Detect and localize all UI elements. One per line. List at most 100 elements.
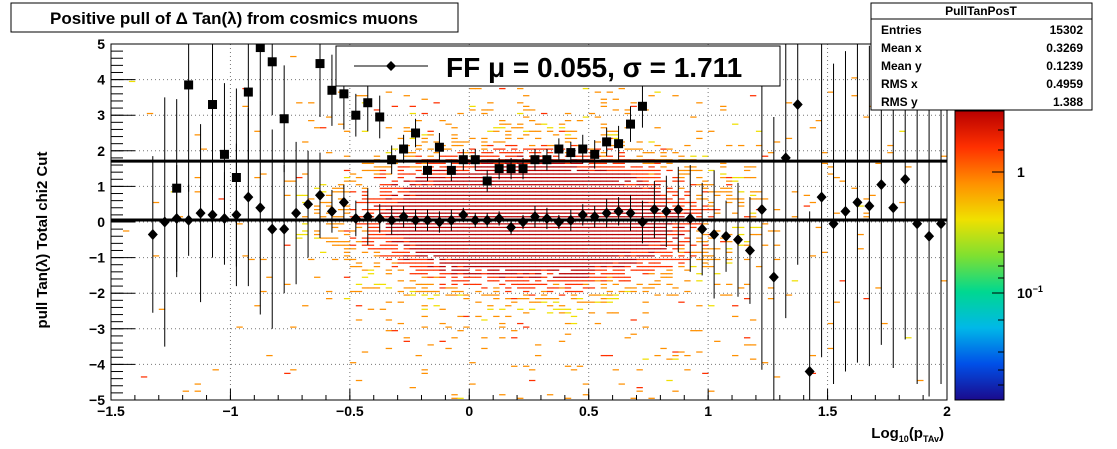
heatmap-cell [343, 241, 351, 243]
heatmap-cell [582, 262, 590, 264]
heatmap-cell [624, 148, 631, 150]
heatmap-cell [570, 255, 578, 257]
heatmap-cell [636, 212, 643, 214]
heatmap-cell [409, 166, 416, 168]
heatmap-cell [451, 205, 458, 207]
heatmap-cell [529, 226, 536, 229]
heatmap-cell [708, 258, 715, 261]
heatmap-cell [546, 248, 554, 250]
heatmap-cell [630, 251, 637, 253]
heatmap-cell [349, 209, 357, 211]
heatmap-cell [600, 209, 608, 211]
heatmap-cell [552, 216, 560, 218]
heatmap-cell [600, 226, 608, 229]
heatmap-cell [618, 191, 625, 193]
heatmap-cell [684, 201, 691, 204]
heatmap-cell [499, 120, 506, 122]
heatmap-cell [546, 184, 554, 186]
heatmap-cell [379, 212, 387, 214]
heatmap-cell [529, 187, 536, 189]
heatmap-cell [385, 152, 393, 154]
heatmap-cell [391, 105, 399, 108]
heatmap-cell [564, 191, 572, 193]
heatmap-cell [391, 180, 399, 182]
heatmap-cell [594, 248, 602, 250]
heatmap-cell [582, 187, 590, 189]
heatmap-cell [648, 230, 655, 232]
heatmap-cell [409, 173, 416, 175]
heatmap-cell [511, 241, 518, 243]
x-tick-label: 0.5 [579, 403, 599, 419]
heatmap-cell [755, 233, 763, 236]
heatmap-cell [594, 265, 602, 268]
heatmap-cell [427, 148, 434, 150]
heatmap-cell [636, 184, 643, 186]
heatmap-cell [672, 237, 679, 239]
heatmap-cell [612, 283, 619, 286]
heatmap-cell [648, 226, 655, 229]
heatmap-cell [445, 233, 452, 236]
heatmap-cell [606, 155, 613, 157]
heatmap-cell [451, 294, 458, 296]
heatmap-cell [720, 166, 727, 168]
heatmap-cell [606, 241, 613, 243]
heatmap-cell [612, 216, 619, 218]
heatmap-cell [642, 201, 649, 204]
heatmap-cell [511, 251, 518, 253]
heatmap-cell [648, 162, 655, 164]
heatmap-cell [612, 187, 619, 189]
heatmap-cell [642, 176, 649, 179]
heatmap-cell [505, 201, 512, 204]
heatmap-cell [487, 201, 494, 204]
heatmap-cell [540, 187, 548, 189]
heatmap-cell [421, 244, 428, 246]
heatmap-cell [421, 305, 428, 307]
heatmap-cell [654, 187, 661, 189]
heatmap-cell [403, 241, 410, 243]
heatmap-cell [457, 201, 464, 204]
heatmap-cell [493, 290, 500, 293]
heatmap-cell [558, 184, 566, 186]
heatmap-cell [481, 152, 488, 154]
heatmap-cell [684, 166, 691, 168]
heatmap-cell [612, 137, 619, 140]
heatmap-cell [409, 244, 416, 246]
heatmap-cell [594, 212, 602, 214]
heatmap-cell [499, 187, 506, 189]
heatmap-cell [594, 116, 602, 118]
heatmap-cell [552, 248, 560, 250]
heatmap-cell [361, 169, 369, 172]
heatmap-cell [600, 155, 608, 157]
heatmap-cell [654, 354, 661, 357]
heatmap-cell [672, 176, 679, 179]
heatmap-cell [379, 166, 387, 168]
heatmap-cell [451, 141, 458, 143]
heatmap-cell [570, 273, 578, 275]
heatmap-cell [415, 184, 422, 186]
heatmap-cell [505, 237, 512, 239]
heatmap-cell [290, 326, 297, 328]
heatmap-cell [648, 201, 655, 204]
heatmap-cell [636, 244, 643, 246]
legend-box: FF μ = 0.055, σ = 1.711 [335, 45, 781, 87]
heatmap-cell [517, 265, 524, 268]
heatmap-cell [630, 244, 637, 246]
heatmap-cell [373, 262, 381, 264]
heatmap-cell [427, 244, 434, 246]
heatmap-cell [439, 241, 446, 243]
heatmap-cell [529, 230, 536, 232]
heatmap-cell [409, 262, 416, 264]
heatmap-cell [403, 130, 410, 132]
heatmap-cell [576, 233, 584, 236]
heatmap-cell [576, 365, 584, 367]
heatmap-cell [570, 205, 578, 207]
heatmap-cell [678, 241, 685, 243]
heatmap-cell [570, 244, 578, 246]
heatmap-cell [564, 173, 572, 175]
heatmap-cell [355, 223, 363, 225]
heatmap-cell [690, 255, 697, 257]
heatmap-cell [558, 198, 566, 200]
heatmap-cell [397, 233, 404, 236]
heatmap-cell [481, 141, 488, 143]
heatmap-cell [863, 298, 870, 300]
